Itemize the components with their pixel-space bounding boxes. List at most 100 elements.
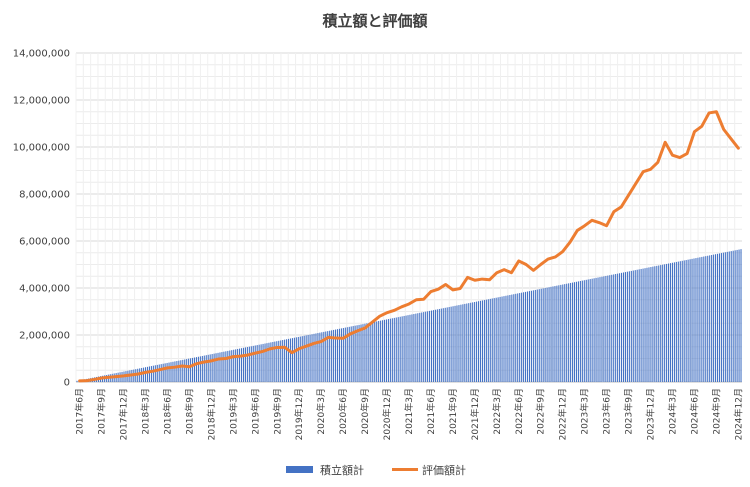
bar-積立額計 xyxy=(387,319,389,382)
bar-積立額計 xyxy=(272,341,274,382)
x-tick-label: 2019年12月 xyxy=(293,388,305,440)
bar-積立額計 xyxy=(391,318,393,382)
bar-積立額計 xyxy=(205,355,207,382)
bar-積立額計 xyxy=(681,260,683,382)
bar-積立額計 xyxy=(268,342,270,382)
bar-積立額計 xyxy=(562,284,564,382)
bar-積立額計 xyxy=(601,276,603,382)
bar-積立額計 xyxy=(595,277,597,382)
bar-積立額計 xyxy=(476,301,478,382)
bar-積立額計 xyxy=(192,357,194,382)
bar-積立額計 xyxy=(190,358,192,382)
bar-積立額計 xyxy=(617,273,619,382)
bar-積立額計 xyxy=(282,340,284,382)
bar-積立額計 xyxy=(538,289,540,382)
bar-積立額計 xyxy=(293,337,295,382)
bar-積立額計 xyxy=(409,314,411,382)
x-tick-label: 2021年3月 xyxy=(403,388,415,435)
y-tick-label: 8,000,000 xyxy=(19,190,70,201)
bar-積立額計 xyxy=(211,354,213,382)
bar-積立額計 xyxy=(180,360,182,382)
x-tick-label: 2018年3月 xyxy=(140,388,152,435)
bar-積立額計 xyxy=(321,332,323,382)
y-tick-label: 10,000,000 xyxy=(13,143,70,154)
bar-積立額計 xyxy=(274,341,276,382)
bar-積立額計 xyxy=(683,260,685,382)
bar-積立額計 xyxy=(346,327,348,382)
bar-積立額計 xyxy=(201,355,203,382)
bar-積立額計 xyxy=(624,272,626,382)
bar-積立額計 xyxy=(474,301,476,382)
legend-label-評価額計: 評価額計 xyxy=(422,463,466,477)
bar-積立額計 xyxy=(654,266,656,382)
bar-積立額計 xyxy=(521,292,523,382)
bar-積立額計 xyxy=(248,346,250,382)
bar-積立額計 xyxy=(221,352,223,382)
bar-積立額計 xyxy=(532,290,534,382)
bar-積立額計 xyxy=(250,346,252,382)
bar-積立額計 xyxy=(307,334,309,382)
bar-積立額計 xyxy=(448,307,450,382)
x-tick-label: 2017年9月 xyxy=(96,388,108,435)
bar-積立額計 xyxy=(350,326,352,382)
bar-積立額計 xyxy=(483,300,485,382)
bar-積立額計 xyxy=(693,258,695,382)
x-tick-label: 2019年3月 xyxy=(227,388,239,435)
bar-積立額計 xyxy=(170,362,172,382)
bar-積立額計 xyxy=(176,361,178,382)
bar-積立額計 xyxy=(548,287,550,382)
bar-積立額計 xyxy=(481,300,483,382)
bar-積立額計 xyxy=(260,344,262,382)
bar-積立額計 xyxy=(146,366,149,382)
bar-積立額計 xyxy=(174,361,176,382)
bar-積立額計 xyxy=(217,352,219,382)
bar-積立額計 xyxy=(421,312,423,382)
x-tick-label: 2024年6月 xyxy=(688,388,700,435)
bar-積立額計 xyxy=(615,274,617,382)
bar-積立額計 xyxy=(442,308,444,382)
y-tick-label: 4,000,000 xyxy=(19,284,70,295)
bar-積立額計 xyxy=(644,268,646,382)
bar-積立額計 xyxy=(589,279,591,382)
bar-積立額計 xyxy=(446,307,448,382)
bar-積立額計 xyxy=(650,267,652,382)
bar-積立額計 xyxy=(374,321,376,382)
bar-積立額計 xyxy=(675,261,677,382)
bar-積立額計 xyxy=(622,272,625,382)
x-tick-label: 2017年6月 xyxy=(74,388,86,435)
bar-積立額計 xyxy=(503,296,505,382)
bar-積立額計 xyxy=(289,338,292,382)
bar-積立額計 xyxy=(331,330,333,382)
bar-積立額計 xyxy=(423,312,425,382)
bar-積立額計 xyxy=(440,308,442,382)
chart-title: 積立額と評価額 xyxy=(321,12,427,30)
bar-積立額計 xyxy=(199,356,201,382)
x-tick-label: 2023年9月 xyxy=(623,388,635,435)
bar-積立額計 xyxy=(619,273,621,382)
bar-積立額計 xyxy=(276,341,278,382)
bar-積立額計 xyxy=(229,350,231,382)
bar-積立額計 xyxy=(707,255,709,382)
bar-積立額計 xyxy=(141,368,143,382)
bar-積立額計 xyxy=(323,331,325,382)
bar-積立額計 xyxy=(172,361,174,382)
bar-積立額計 xyxy=(395,317,397,382)
bar-積立額計 xyxy=(495,297,497,382)
bar-積立額計 xyxy=(652,266,654,382)
bar-積立額計 xyxy=(722,252,724,382)
bar-積立額計 xyxy=(368,322,370,382)
bar-積立額計 xyxy=(501,296,503,382)
bar-積立額計 xyxy=(417,313,419,382)
bar-積立額計 xyxy=(356,325,358,382)
bar-積立額計 xyxy=(235,349,237,382)
bar-積立額計 xyxy=(587,279,589,382)
bar-積立額計 xyxy=(703,256,705,382)
bar-積立額計 xyxy=(679,261,681,382)
x-tick-label: 2019年6月 xyxy=(249,388,261,435)
bar-積立額計 xyxy=(162,363,164,382)
bar-積立額計 xyxy=(579,281,581,382)
bar-積立額計 xyxy=(740,249,742,382)
bar-積立額計 xyxy=(429,310,431,382)
x-tick-label: 2020年6月 xyxy=(337,388,349,435)
bar-積立額計 xyxy=(335,329,337,382)
